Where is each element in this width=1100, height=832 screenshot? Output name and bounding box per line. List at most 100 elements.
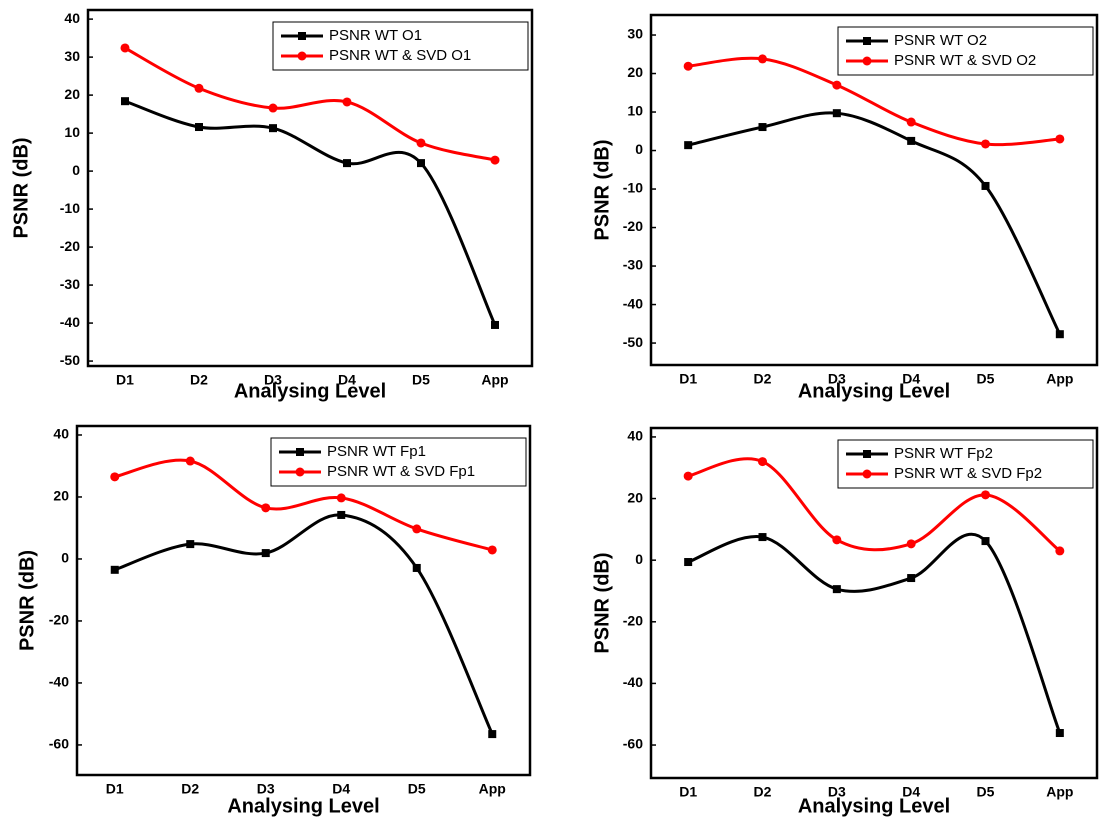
y-tick-label: 40 <box>64 10 80 26</box>
legend-marker <box>862 469 872 479</box>
series-line <box>687 532 1062 734</box>
panel: -60 -40 -20 0 20 40 D1 D2 D3 D4 D5 App Analysing Lev… <box>16 424 532 817</box>
x-tick-label: D5 <box>412 372 430 388</box>
marker <box>981 490 990 500</box>
y-tick-label: -50 <box>623 334 643 350</box>
x-tick-label: D2 <box>754 784 772 800</box>
marker <box>832 80 842 90</box>
marker <box>832 109 841 118</box>
marker <box>684 141 693 150</box>
y-axis-title: PSNR (dB) <box>591 552 613 653</box>
legend-marker <box>863 450 871 458</box>
marker <box>981 139 990 149</box>
panel: -60 -40 -20 0 20 40 D1 D2 D3 D4 D5 App Analysing Lev… <box>591 426 1099 817</box>
legend-label: PSNR WT & SVD O1 <box>329 47 471 64</box>
marker <box>832 535 842 545</box>
y-tick-label: -40 <box>623 674 643 690</box>
series-line <box>124 46 496 162</box>
plot-frame <box>75 424 532 777</box>
series-line <box>687 111 1062 335</box>
marker <box>490 155 500 165</box>
legend: PSNR WT O1 PSNR WT & SVD O1 <box>272 21 529 71</box>
marker <box>261 503 271 513</box>
legend: PSNR WT O2 PSNR WT & SVD O2 <box>837 26 1094 76</box>
legend-label: PSNR WT O1 <box>329 27 422 44</box>
marker <box>121 97 129 106</box>
legend-marker <box>295 467 305 477</box>
y-tick-label: -10 <box>60 200 80 216</box>
marker <box>832 585 841 594</box>
legend-marker <box>296 448 304 456</box>
y-tick-label: 0 <box>635 551 643 567</box>
y-tick-label: 30 <box>627 26 643 42</box>
marker <box>487 545 497 555</box>
x-tick-label: App <box>1046 784 1073 800</box>
x-tick-label: D3 <box>828 784 846 800</box>
marker <box>185 456 195 466</box>
panel: -50 -40 -30 -20 -10 0 10 20 30 40 D1 D2 D3 D4 D5 App Ana… <box>10 8 534 402</box>
marker <box>186 540 195 549</box>
x-tick-label: D4 <box>332 781 350 797</box>
x-tick-label: App <box>479 781 506 797</box>
marker <box>110 472 120 482</box>
marker <box>907 136 916 145</box>
x-axis-title: Analysing Level <box>227 795 379 817</box>
marker <box>412 524 422 534</box>
marker <box>907 574 916 583</box>
x-tick-label: D4 <box>902 784 920 800</box>
series-line <box>688 56 1060 147</box>
marker <box>906 539 916 549</box>
y-tick-label: -20 <box>49 612 69 628</box>
legend: PSNR WT Fp2 PSNR WT & SVD Fp2 <box>837 439 1094 489</box>
y-tick-label: 10 <box>64 124 80 140</box>
marker <box>416 138 426 148</box>
y-tick-label: 0 <box>635 141 643 157</box>
marker <box>1055 546 1065 556</box>
marker <box>417 159 425 168</box>
marker <box>269 124 277 133</box>
x-tick-label: D1 <box>679 784 697 800</box>
marker <box>981 181 990 190</box>
legend: PSNR WT Fp1 PSNR WT & SVD Fp1 <box>270 437 527 487</box>
y-tick-label: -50 <box>60 352 80 368</box>
x-axis-title: Analysing Level <box>234 380 386 402</box>
marker <box>1055 134 1065 144</box>
x-tick-label: D2 <box>181 781 199 797</box>
marker <box>684 558 693 567</box>
marker <box>758 123 767 132</box>
marker <box>261 549 270 558</box>
marker <box>1055 330 1064 339</box>
y-axis-title: PSNR (dB) <box>591 139 613 240</box>
x-tick-label: D5 <box>977 371 995 387</box>
legend-box <box>272 21 529 71</box>
legend-label: PSNR WT & SVD Fp1 <box>327 463 475 480</box>
marker <box>195 123 203 132</box>
marker <box>268 103 278 113</box>
marker <box>1055 729 1064 738</box>
x-tick-label: D3 <box>828 371 846 387</box>
y-tick-label: 40 <box>53 426 69 442</box>
x-tick-label: D1 <box>106 781 124 797</box>
series-line <box>687 457 1061 553</box>
marker <box>758 533 767 542</box>
legend-marker <box>863 37 871 45</box>
legend-marker <box>297 51 307 61</box>
y-axis-title: PSNR (dB) <box>10 137 32 238</box>
marker <box>906 117 916 127</box>
series-line <box>124 99 497 326</box>
x-tick-label: D4 <box>338 372 356 388</box>
y-tick-label: 30 <box>64 48 80 64</box>
legend-label: PSNR WT & SVD O2 <box>894 52 1036 69</box>
legend-marker <box>298 32 306 40</box>
marker <box>981 537 990 546</box>
x-axis-title: Analysing Level <box>798 795 950 817</box>
y-tick-label: 0 <box>72 162 80 178</box>
plot-frame <box>649 426 1099 780</box>
marker <box>337 510 346 519</box>
x-tick-label: App <box>481 372 508 388</box>
marker <box>342 97 352 107</box>
y-tick-label: -20 <box>623 218 643 234</box>
legend-box <box>837 439 1094 489</box>
x-axis-title: Analysing Level <box>798 380 950 402</box>
y-tick-label: 20 <box>627 489 643 505</box>
